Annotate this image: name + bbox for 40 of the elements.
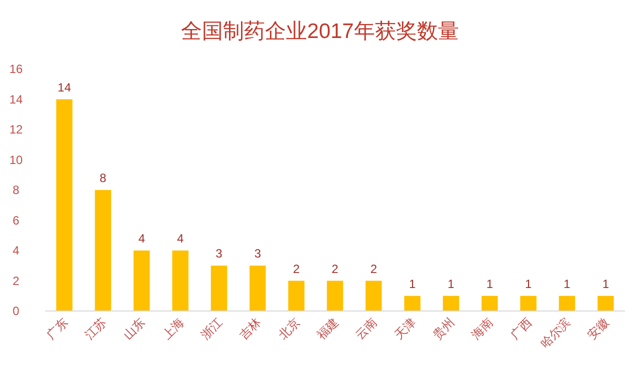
data-label: 1 <box>448 276 455 291</box>
data-label: 4 <box>138 232 146 246</box>
x-tick-label: 浙江 <box>198 315 226 342</box>
data-label: 2 <box>370 262 378 276</box>
y-tick-label: 10 <box>9 152 23 167</box>
x-tick-label: 吉林 <box>236 315 264 342</box>
x-tick-label: 广东 <box>44 315 70 342</box>
x-tick-label: 海南 <box>468 315 496 342</box>
y-tick-label: 2 <box>12 274 20 288</box>
data-label: 1 <box>408 276 416 291</box>
data-label: 3 <box>216 246 223 261</box>
y-tick-label: 6 <box>12 213 20 228</box>
x-tick-label: 北京 <box>276 315 302 342</box>
x-tick-label: 江苏 <box>82 315 110 342</box>
y-tick-label: 0 <box>12 304 20 318</box>
data-label: 2 <box>332 262 339 276</box>
x-tick-label: 哈尔滨 <box>538 315 574 351</box>
y-tick-label: 12 <box>9 122 23 136</box>
data-label: 8 <box>100 171 107 185</box>
x-tick-label: 上海 <box>160 315 186 342</box>
x-tick-label: 贵州 <box>430 315 458 342</box>
data-label: 1 <box>524 276 532 291</box>
x-tick-label: 安徽 <box>584 315 612 342</box>
y-tick-label: 8 <box>12 183 20 197</box>
data-label: 3 <box>254 246 262 261</box>
data-label: 14 <box>58 80 72 94</box>
x-tick-label: 福建 <box>314 315 342 342</box>
data-label: 4 <box>176 232 184 246</box>
x-tick-label: 云南 <box>352 315 380 342</box>
data-label: 2 <box>292 262 300 276</box>
x-tick-label: 天津 <box>392 315 418 342</box>
y-tick-label: 14 <box>9 92 23 106</box>
data-label: 1 <box>602 276 610 291</box>
y-tick-label: 4 <box>12 244 20 258</box>
x-tick-label: 山东 <box>120 315 148 342</box>
y-tick-label: 16 <box>9 62 23 76</box>
data-label: 1 <box>486 276 494 291</box>
data-label: 1 <box>564 276 571 291</box>
x-tick-label: 广西 <box>508 315 534 342</box>
title: 全国制药企业2017年获奖数量 <box>181 20 459 43</box>
